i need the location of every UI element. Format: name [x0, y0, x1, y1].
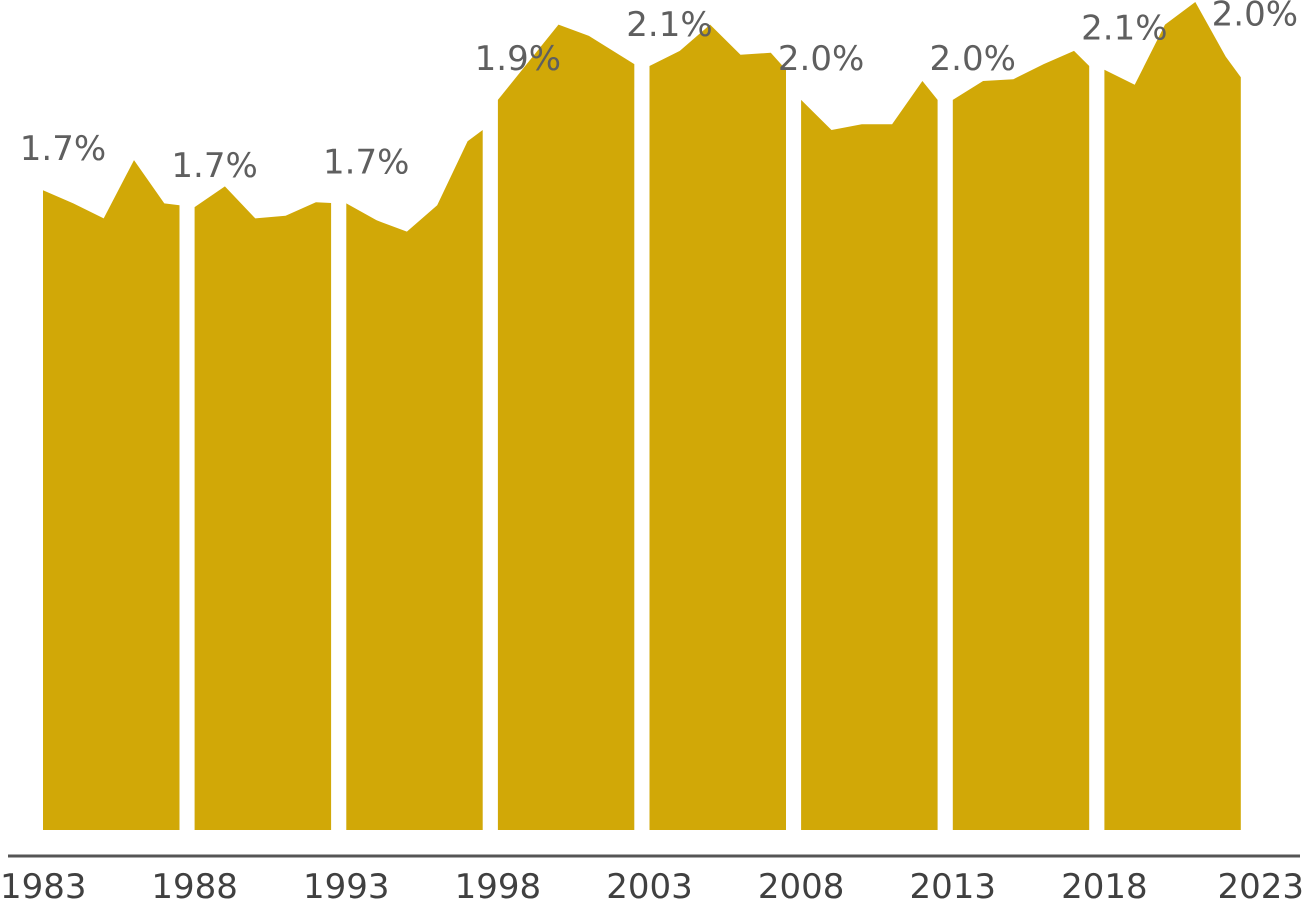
value-label-9: 2.0% [1212, 0, 1298, 34]
x-tick-label-1983: 1983 [0, 867, 87, 905]
x-tick-label-1993: 1993 [303, 867, 390, 905]
area-segment-1 [43, 160, 180, 831]
x-tick-label-1998: 1998 [455, 867, 542, 905]
area-segment-3 [346, 130, 483, 830]
x-axis-ticks: 1983 1988 1993 1998 2003 2008 2013 2018 2023 [0, 867, 1304, 905]
area-segment-6 [801, 81, 938, 830]
value-label-1: 1.7% [20, 129, 106, 169]
x-tick-label-2003: 2003 [606, 867, 693, 905]
value-label-4: 1.9% [475, 39, 561, 79]
area-segment-4 [497, 24, 635, 831]
value-label-7: 2.0% [930, 39, 1016, 79]
area-segment-8 [1104, 2, 1241, 830]
value-label-2: 1.7% [171, 146, 257, 186]
x-tick-label-2008: 2008 [758, 867, 845, 905]
x-tick-label-2023: 2023 [1217, 867, 1304, 905]
x-tick-label-2013: 2013 [909, 867, 996, 905]
value-label-5: 2.1% [626, 5, 712, 45]
area-segment-2 [194, 186, 332, 830]
x-tick-label-2018: 2018 [1061, 867, 1148, 905]
x-tick-label-1988: 1988 [151, 867, 238, 905]
value-label-8: 2.1% [1081, 9, 1167, 49]
area-segment-5 [649, 24, 786, 831]
value-label-3: 1.7% [323, 142, 409, 182]
area-segment-7 [952, 50, 1090, 830]
value-label-6: 2.0% [778, 39, 864, 79]
value-labels: 1.7% 1.7% 1.7% 1.9% 2.1% 2.0% 2.0% 2.1% 2.0% [20, 0, 1298, 186]
area-segments [43, 2, 1241, 831]
